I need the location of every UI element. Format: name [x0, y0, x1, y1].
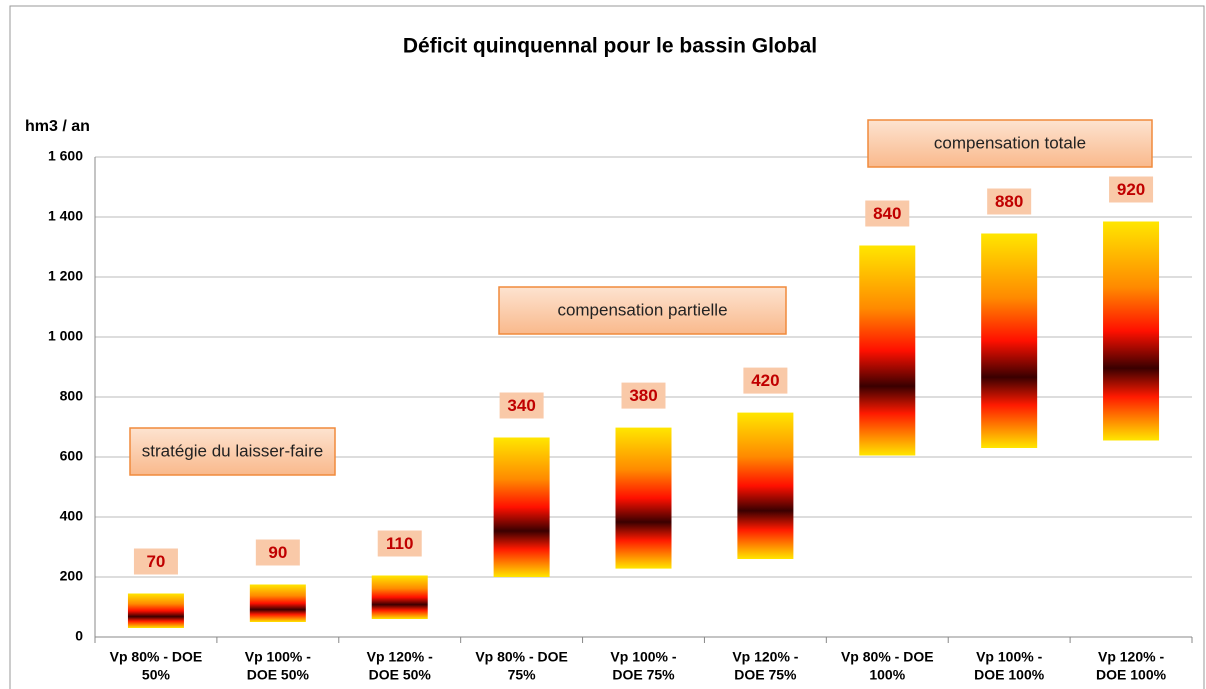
- bar: [859, 245, 916, 456]
- data-label: 920: [1117, 180, 1145, 199]
- x-tick-label: Vp 120% -: [367, 649, 433, 665]
- x-tick-label: Vp 120% -: [1098, 649, 1164, 665]
- data-label: 380: [629, 386, 657, 405]
- y-tick-label: 600: [60, 448, 84, 464]
- bar: [981, 233, 1038, 448]
- label-box: [743, 367, 788, 394]
- data-label: 340: [507, 396, 535, 415]
- data-label: 70: [146, 552, 165, 571]
- x-tick-label: Vp 100% -: [610, 649, 676, 665]
- annotation-box: [129, 427, 336, 476]
- label-box: [865, 200, 910, 227]
- x-tick-label: DOE 75%: [734, 667, 797, 683]
- x-tick-label: DOE 100%: [1096, 667, 1167, 683]
- y-tick-label: 0: [75, 628, 83, 644]
- label-box: [499, 392, 544, 419]
- y-tick-label: 1 600: [48, 148, 83, 164]
- x-tick-label: Vp 120% -: [732, 649, 798, 665]
- bar: [1103, 221, 1160, 441]
- x-tick-label: DOE 100%: [974, 667, 1045, 683]
- x-tick-label: DOE 50%: [247, 667, 310, 683]
- data-label: 880: [995, 192, 1023, 211]
- x-tick-label: DOE 50%: [369, 667, 432, 683]
- annotation-box: [867, 119, 1153, 168]
- annotation-box: [498, 286, 787, 335]
- bar: [249, 584, 306, 622]
- label-box: [133, 548, 178, 575]
- y-axis-label: hm3 / an: [25, 118, 90, 135]
- x-tick-label: Vp 80% - DOE: [110, 649, 203, 665]
- annotation: compensation totale: [934, 133, 1086, 152]
- bar: [737, 412, 794, 559]
- x-tick-label: Vp 80% - DOE: [841, 649, 934, 665]
- y-tick-label: 1 200: [48, 268, 83, 284]
- bar: [493, 437, 550, 577]
- label-box: [621, 382, 666, 409]
- annotation: stratégie du laisser-faire: [142, 441, 323, 460]
- data-label: 840: [873, 204, 901, 223]
- x-tick-label: DOE 75%: [612, 667, 675, 683]
- bar: [615, 427, 672, 569]
- bar: [371, 575, 428, 619]
- x-tick-label: 75%: [508, 667, 537, 683]
- bar: [127, 593, 184, 628]
- label-box: [1109, 176, 1154, 203]
- x-tick-label: 50%: [142, 667, 171, 683]
- data-label: 420: [751, 371, 779, 390]
- chart-title: Déficit quinquennal pour le bassin Globa…: [403, 35, 817, 58]
- x-tick-label: 100%: [869, 667, 905, 683]
- annotation: compensation partielle: [557, 300, 727, 319]
- x-tick-label: Vp 100% -: [976, 649, 1042, 665]
- y-tick-label: 1 000: [48, 328, 83, 344]
- data-label: 110: [386, 534, 413, 553]
- label-box: [987, 188, 1032, 215]
- data-label: 90: [268, 543, 287, 562]
- y-tick-label: 800: [60, 388, 84, 404]
- x-tick-label: Vp 100% -: [245, 649, 311, 665]
- y-tick-label: 200: [60, 568, 84, 584]
- y-tick-label: 1 400: [48, 208, 83, 224]
- chart-border: [9, 5, 1205, 689]
- y-tick-label: 400: [60, 508, 84, 524]
- label-box: [377, 530, 422, 557]
- label-box: [255, 539, 300, 566]
- x-tick-label: Vp 80% - DOE: [475, 649, 568, 665]
